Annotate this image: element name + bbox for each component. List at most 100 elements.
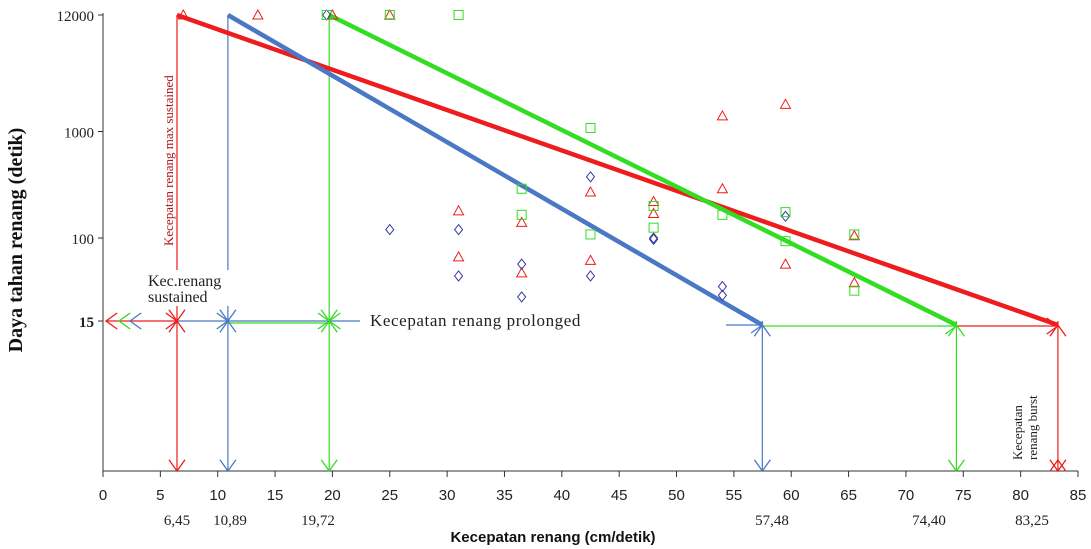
data-point-square xyxy=(516,183,527,194)
threshold-value-label: 10,89 xyxy=(213,513,247,529)
arrow-head xyxy=(117,312,131,330)
data-point-diamond xyxy=(585,171,596,183)
threshold-value-label: 57,48 xyxy=(755,513,789,529)
x-tick-label: 60 xyxy=(783,487,800,504)
x-tick-label: 55 xyxy=(726,487,743,504)
annotation-prolonged-bg xyxy=(364,309,726,331)
arrow-head xyxy=(104,312,118,330)
data-point-square xyxy=(849,285,860,296)
data-point-triangle xyxy=(647,207,660,218)
y-axis-title: Daya tahan renang (detik) xyxy=(5,128,27,353)
data-point-triangle xyxy=(177,8,190,20)
fit-line xyxy=(176,12,1059,328)
arrow-head xyxy=(1049,459,1067,473)
data-point-square xyxy=(849,229,860,240)
x-tick-label: 0 xyxy=(99,487,107,504)
arrow-head xyxy=(753,459,771,473)
data-point-diamond xyxy=(717,280,728,293)
arrow-head xyxy=(219,459,237,473)
data-point-square xyxy=(516,209,527,220)
data-point-triangle xyxy=(848,229,861,241)
data-point-diamond xyxy=(780,210,791,223)
data-point-triangle xyxy=(452,250,465,262)
arrow-head xyxy=(128,312,142,330)
threshold-value-label: 19,72 xyxy=(301,513,335,529)
x-tick-label: 75 xyxy=(955,487,972,504)
x-tick-group: 0 5 10 15 20 25 30 35 40 45 50 55 60 65 70 75 80 85 xyxy=(99,471,1086,504)
arrow-head xyxy=(1049,323,1067,337)
threshold-value-label: 74,40 xyxy=(912,513,946,529)
data-point-square xyxy=(384,10,395,20)
y-tick-label: 12000 xyxy=(57,9,95,25)
x-tick-label: 30 xyxy=(439,487,456,504)
y-tick-label: 1000 xyxy=(64,126,94,142)
data-point-diamond xyxy=(517,291,527,303)
arrow-head xyxy=(328,312,341,330)
data-point-square xyxy=(585,122,596,133)
data-point-triangle xyxy=(584,186,597,197)
x-axis-title: Kecepatan renang (cm/detik) xyxy=(450,529,655,546)
data-point-square xyxy=(780,236,791,247)
arrow-head xyxy=(320,459,338,473)
x-tick-label: 15 xyxy=(267,487,284,504)
annotation-prolonged: Kecepatan renang prolonged xyxy=(370,311,581,330)
data-point-group xyxy=(177,8,861,303)
data-point-square xyxy=(780,207,791,218)
x-tick-label: 50 xyxy=(668,487,685,504)
threshold-guide-group xyxy=(106,15,1059,471)
y-tick-label: 15 xyxy=(79,315,94,331)
fit-line xyxy=(226,13,764,327)
data-point-triangle xyxy=(848,276,861,288)
x-tick-label: 10 xyxy=(209,487,226,504)
data-point-triangle xyxy=(716,109,729,121)
data-point-triangle xyxy=(252,8,264,20)
data-point-diamond xyxy=(385,223,395,236)
data-point-triangle xyxy=(779,98,792,109)
x-tick-label: 45 xyxy=(611,487,628,504)
data-point-diamond xyxy=(717,289,728,302)
data-point-diamond xyxy=(517,258,527,270)
arrow-head xyxy=(1049,458,1067,472)
threshold-value-label: 6,45 xyxy=(164,513,190,529)
fit-line xyxy=(328,12,958,328)
x-tick-label: 65 xyxy=(840,487,857,504)
data-point-square xyxy=(585,229,596,240)
arrow-head xyxy=(168,459,186,473)
data-point-square xyxy=(453,10,464,20)
threshold-label-group: 6,45 10,89 19,72 57,48 74,40 83,25 xyxy=(164,513,1049,529)
annotation-sustained: Kec.renang sustained xyxy=(148,273,225,306)
data-point-diamond xyxy=(453,223,464,236)
data-point-triangle xyxy=(515,266,528,278)
x-tick-label: 80 xyxy=(1012,487,1029,504)
arrow-head xyxy=(216,312,230,330)
x-tick-label: 25 xyxy=(381,487,398,504)
annotation-sustained-bg xyxy=(143,270,293,306)
data-point-square xyxy=(648,222,659,233)
data-point-triangle xyxy=(452,204,465,216)
x-tick-label: 70 xyxy=(898,487,915,504)
x-tick-label: 40 xyxy=(553,487,570,504)
y-tick-label: 100 xyxy=(72,232,95,248)
arrow-head xyxy=(947,459,965,473)
data-point-square xyxy=(648,200,659,211)
arrow-head xyxy=(947,323,965,337)
data-point-square xyxy=(717,209,728,220)
data-point-triangle xyxy=(515,216,528,227)
data-point-diamond xyxy=(585,270,596,282)
data-point-square xyxy=(321,10,332,20)
data-point-triangle xyxy=(716,182,729,194)
y-tick-group: 12000 1000 100 15 xyxy=(57,9,103,331)
arrow-head xyxy=(165,312,179,330)
data-point-diamond xyxy=(648,232,659,244)
data-point-triangle xyxy=(779,258,792,269)
arrow-group xyxy=(104,309,1067,473)
data-point-triangle xyxy=(383,8,396,20)
data-point-diamond xyxy=(453,270,464,282)
annotation-burst: Kecepatan renang burst xyxy=(1010,395,1040,460)
x-tick-label: 5 xyxy=(156,487,164,504)
annotation-max-sustained: Kecepatan renang max sustained xyxy=(161,75,176,246)
x-tick-label: 20 xyxy=(324,487,341,504)
data-point-triangle xyxy=(584,254,597,265)
